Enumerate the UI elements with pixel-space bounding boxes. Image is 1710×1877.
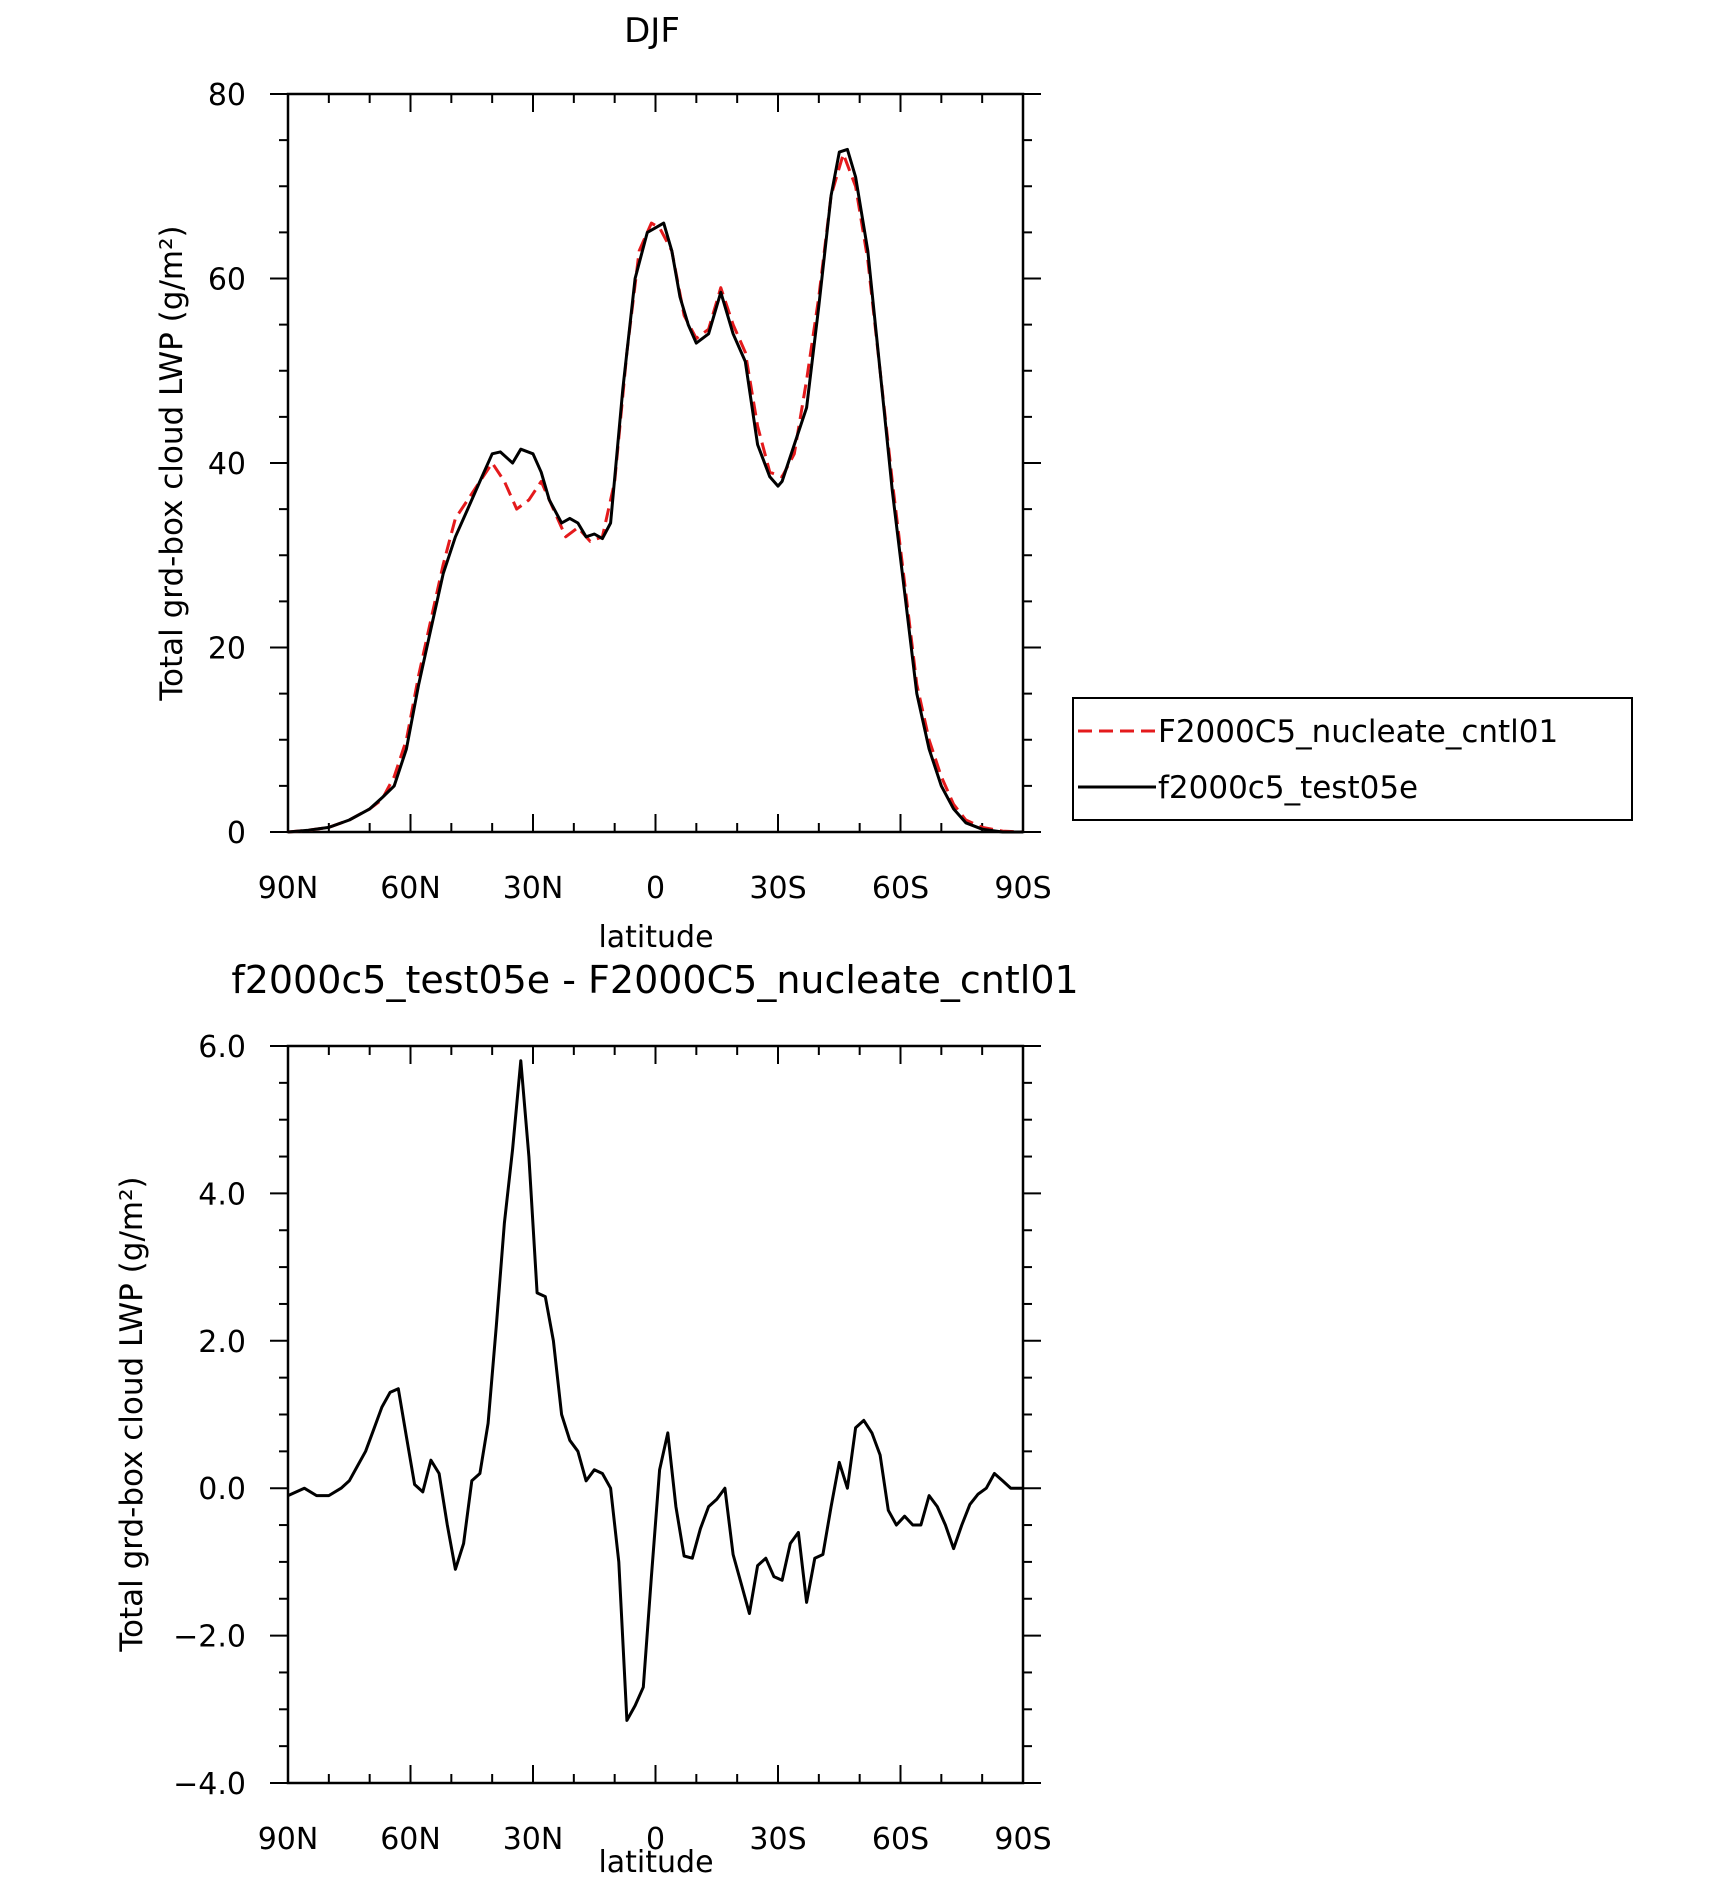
y-tick-label: 40	[208, 447, 246, 482]
y-tick-label: 80	[208, 78, 246, 113]
x-tick-label: 60N	[380, 1822, 441, 1857]
x-tick-label: 60N	[380, 871, 441, 906]
x-tick-label: 90N	[258, 1822, 319, 1857]
y-tick-label: 20	[208, 632, 246, 667]
legend-box	[1072, 697, 1633, 821]
y-tick-label: 0	[227, 816, 246, 851]
top-plot-frame	[286, 92, 1025, 834]
bottom-chart-title: f2000c5_test05e - F2000C5_nucleate_cntl0…	[231, 958, 1078, 1002]
bottom-tick-labels: 90N 60N 30N 0 30S 60S 90S −4.0 −2.0 0.0 2.0 4.0 6.0	[173, 1030, 1051, 1857]
x-tick-label: 60S	[872, 1822, 929, 1857]
bottom-x-axis-label: latitude	[598, 1845, 713, 1877]
top-series-layer	[287, 147, 1024, 834]
bottom-series-layer	[287, 1059, 1023, 1722]
x-tick-label: 90S	[994, 1822, 1051, 1857]
top-tick-labels: 90N 60N 30N 0 30S 60S 90S 0 20 40 60 80	[208, 78, 1052, 906]
top-y-axis-label: Total grd-box cloud LWP (g/m²)	[154, 225, 190, 701]
y-tick-label: 6.0	[198, 1030, 246, 1065]
bottom-axis-ticks	[270, 1045, 1041, 1784]
legend-label-cntl01: F2000C5_nucleate_cntl01	[1158, 714, 1558, 750]
y-tick-label: −4.0	[173, 1767, 246, 1802]
x-tick-label: 60S	[872, 871, 929, 906]
x-tick-label: 0	[646, 871, 665, 906]
x-tick-label: 90N	[258, 871, 319, 906]
top-chart-title: DJF	[624, 11, 680, 51]
top-axis-ticks	[270, 93, 1041, 833]
bottom-y-axis-label: Total grd-box cloud LWP (g/m²)	[114, 1176, 150, 1652]
x-tick-label: 0	[646, 1822, 665, 1857]
y-tick-label: 60	[208, 263, 246, 298]
x-tick-label: 30S	[749, 1822, 806, 1857]
top-series-line-f2000c5_test05e	[287, 147, 1023, 834]
x-tick-label: 90S	[994, 871, 1051, 906]
top-series-line-f2000c5_nucleate_cntl01	[287, 152, 1024, 834]
bottom-series-line-difference	[287, 1059, 1023, 1722]
legend-label-test05e: f2000c5_test05e	[1158, 770, 1418, 806]
legend: F2000C5_nucleate_cntl01 f2000c5_test05e	[1072, 697, 1633, 821]
bottom-chart-panel: f2000c5_test05e - F2000C5_nucleate_cntl0…	[114, 958, 1079, 1877]
y-tick-label: 4.0	[198, 1177, 246, 1212]
x-tick-label: 30S	[749, 871, 806, 906]
bottom-plot-frame	[286, 1044, 1025, 1785]
y-tick-label: 2.0	[198, 1325, 246, 1360]
top-chart-panel: DJF 90N 60N 30N 0 30S 60S 90S 0 20 40 60 80 latitud…	[154, 11, 1633, 955]
x-tick-label: 30N	[503, 871, 564, 906]
y-tick-label: 0.0	[198, 1472, 246, 1507]
x-tick-label: 30N	[503, 1822, 564, 1857]
top-x-axis-label: latitude	[598, 920, 713, 955]
y-tick-label: −2.0	[173, 1620, 246, 1655]
